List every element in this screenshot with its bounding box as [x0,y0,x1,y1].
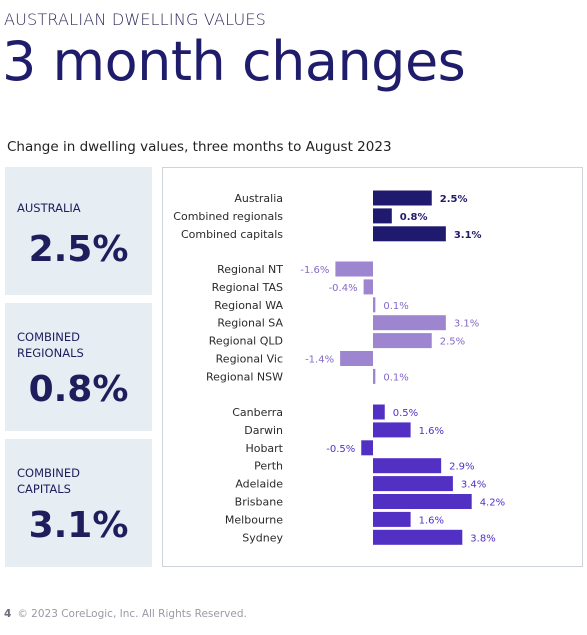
category-label: Regional QLD [209,335,283,348]
bar-adelaide [373,476,453,492]
bar-australia [373,190,432,206]
footer: 4 © 2023 CoreLogic, Inc. All Rights Reser… [4,608,247,620]
category-label: Hobart [245,442,283,455]
data-label: 0.5% [393,408,418,419]
summary-card-combined-regionals: COMBINED REGIONALS 0.8% [5,303,152,431]
data-label: 4.2% [480,498,505,509]
bar-melbourne [373,511,411,527]
category-label: Melbourne [225,513,283,526]
data-label: -0.4% [329,283,358,294]
data-label: 1.6% [419,426,444,437]
bar-combined-regionals [373,208,392,224]
data-label: 0.8% [400,212,428,223]
category-label: Combined regionals [173,210,283,223]
category-label: Adelaide [235,478,283,491]
data-label: 3.4% [461,480,486,491]
bar-canberra [373,404,385,420]
bar-darwin [373,422,411,438]
bar-regional-nsw [373,368,376,384]
category-label: Brisbane [235,496,284,509]
category-label: Regional NT [217,263,283,276]
data-label: -0.5% [326,444,355,455]
bar-combined-capitals [373,226,446,242]
data-label: 3.1% [454,319,479,330]
bar-regional-wa [373,297,376,313]
category-label: Combined capitals [181,228,283,241]
data-label: 3.1% [454,230,482,241]
data-label: 2.9% [449,462,474,473]
bar-regional-qld [373,333,432,349]
summary-card-value: 3.1% [28,505,129,546]
data-label: -1.6% [300,265,329,276]
category-label: Regional NSW [206,370,283,383]
data-label: 2.5% [440,194,468,205]
summary-card-label: AUSTRALIA [17,201,81,215]
category-label: Regional SA [217,317,283,330]
data-label: 0.1% [383,301,408,312]
category-label: Perth [254,460,283,473]
page-number: 4 [4,608,12,620]
data-label: 0.1% [383,372,408,383]
bar-regional-tas [363,279,373,295]
page-title: 3 month changes [2,30,466,93]
category-label: Darwin [244,424,283,437]
bar-regional-nt [335,261,373,277]
category-label: Regional TAS [212,281,283,294]
summary-card-label: COMBINED CAPITALS [17,466,81,496]
category-label: Sydney [242,531,283,544]
bar-perth [373,458,442,474]
bar-sydney [373,529,463,545]
summary-card-combined-capitals: COMBINED CAPITALS 3.1% [5,439,152,567]
bar-regional-vic [340,351,373,366]
category-label: Regional WA [214,299,283,312]
copyright-text: © 2023 CoreLogic, Inc. All Rights Reserv… [17,608,247,620]
bar-regional-sa [373,315,446,331]
data-label: -1.4% [305,355,334,366]
bar-chart: Australia 2.5% Combined regionals 0.8% Combi… [162,167,583,567]
summary-card-value: 0.8% [28,369,129,410]
data-label: 2.5% [440,337,465,348]
bar-chart-svg: Australia 2.5% Combined regionals 0.8% Combi… [173,190,505,545]
summary-card-australia: AUSTRALIA 2.5% [5,167,152,295]
chart-subtitle: Change in dwelling values, three months … [7,139,392,155]
data-label: 1.6% [419,515,444,526]
category-label: Canberra [232,406,283,419]
bar-hobart [361,440,373,456]
category-label: Regional Vic [216,353,283,366]
summary-card-value: 2.5% [28,229,129,270]
page-kicker: AUSTRALIAN DWELLING VALUES [4,10,267,29]
bar-brisbane [373,494,472,509]
summary-card-label: COMBINED REGIONALS [17,330,84,360]
category-label: Australia [234,192,283,205]
data-label: 3.8% [470,533,495,544]
